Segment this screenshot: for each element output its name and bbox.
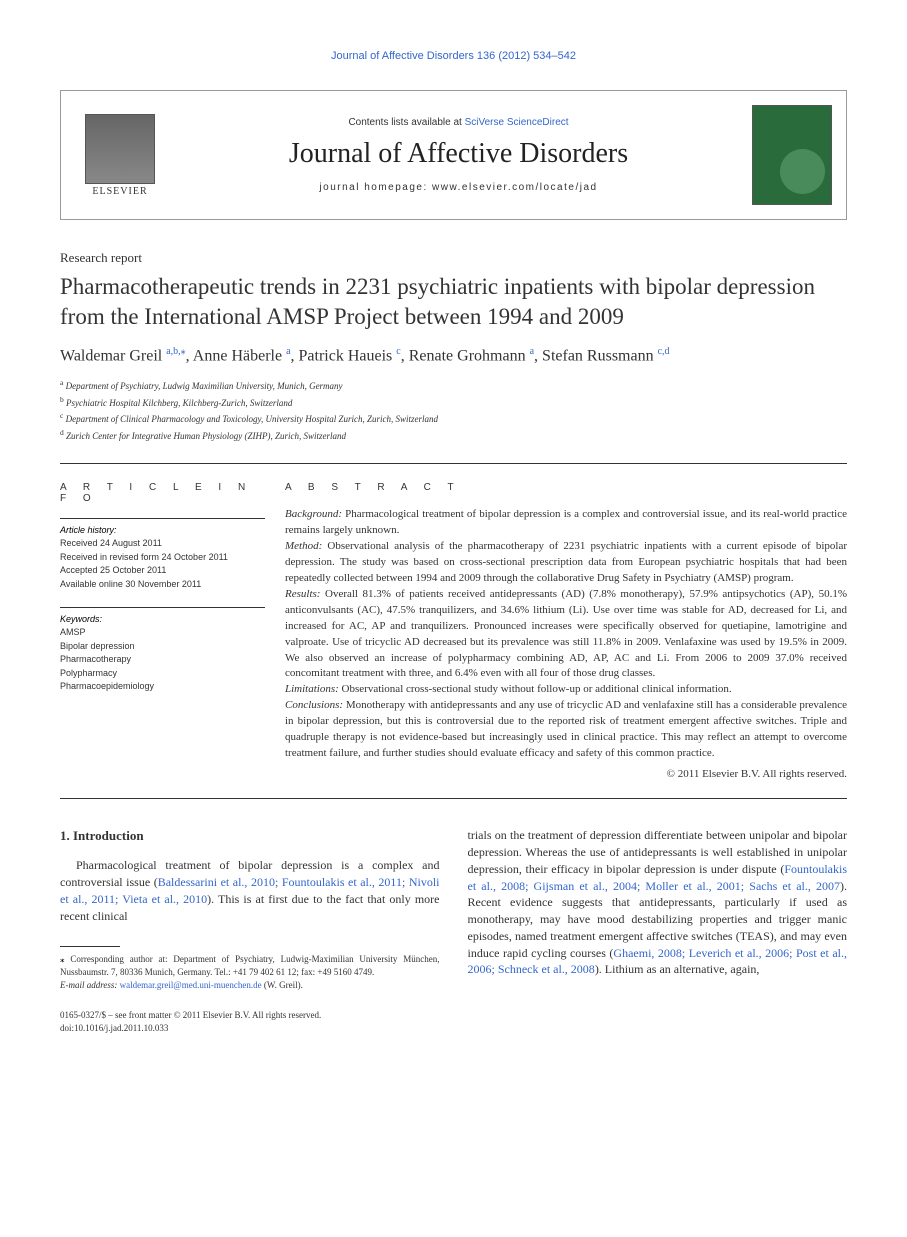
info-abstract-row: A R T I C L E I N F O Article history: R… (60, 463, 847, 799)
affiliation-list: a Department of Psychiatry, Ludwig Maxim… (60, 377, 847, 443)
contents-list-line: Contents lists available at SciVerse Sci… (165, 117, 752, 128)
sciencedirect-link[interactable]: SciVerse ScienceDirect (465, 117, 569, 128)
contents-prefix: Contents lists available at (348, 117, 464, 128)
abstract-text: Background: Pharmacological treatment of… (285, 507, 847, 762)
footnote-separator (60, 946, 120, 947)
keywords-label: Keywords: (60, 614, 265, 624)
abstract-heading: A B S T R A C T (285, 482, 847, 493)
body-paragraph: Pharmacological treatment of bipolar dep… (60, 857, 440, 924)
email-label: E-mail address: (60, 980, 117, 990)
footnote-text: Corresponding author at: Department of P… (60, 954, 440, 977)
page: Journal of Affective Disorders 136 (2012… (0, 0, 907, 1074)
journal-masthead: ELSEVIER Contents lists available at Sci… (60, 90, 847, 220)
journal-cover-thumbnail (752, 105, 832, 205)
article-info-heading: A R T I C L E I N F O (60, 482, 265, 504)
star-icon: ⁎ (60, 954, 70, 964)
section-heading-introduction: 1. Introduction (60, 827, 440, 845)
corresponding-author-footnote: ⁎ Corresponding author at: Department of… (60, 953, 440, 978)
history-label: Article history: (60, 525, 265, 535)
elsevier-tree-icon (85, 114, 155, 184)
masthead-center: Contents lists available at SciVerse Sci… (165, 117, 752, 193)
running-header: Journal of Affective Disorders 136 (2012… (60, 50, 847, 62)
keywords-text: AMSPBipolar depressionPharmacotherapyPol… (60, 626, 265, 694)
body-column-left: 1. Introduction Pharmacological treatmen… (60, 827, 440, 1034)
article-info-column: A R T I C L E I N F O Article history: R… (60, 482, 285, 780)
history-text: Received 24 August 2011Received in revis… (60, 537, 265, 591)
issn-line: 0165-0327/$ – see front matter © 2011 El… (60, 1009, 440, 1022)
email-footnote: E-mail address: waldemar.greil@med.uni-m… (60, 979, 440, 992)
elsevier-wordmark: ELSEVIER (92, 186, 147, 197)
doi-line: doi:10.1016/j.jad.2011.10.033 (60, 1022, 440, 1035)
email-link[interactable]: waldemar.greil@med.uni-muenchen.de (120, 980, 262, 990)
author-list: Waldemar Greil a,b,⁎, Anne Häberle a, Pa… (60, 346, 847, 365)
article-type: Research report (60, 250, 847, 266)
journal-name: Journal of Affective Disorders (165, 138, 752, 170)
elsevier-logo: ELSEVIER (75, 114, 165, 197)
body-two-columns: 1. Introduction Pharmacological treatmen… (60, 827, 847, 1034)
body-column-right: trials on the treatment of depression di… (468, 827, 848, 1034)
body-paragraph: trials on the treatment of depression di… (468, 827, 848, 978)
email-name: (W. Greil). (264, 980, 303, 990)
keywords-block: Keywords: AMSPBipolar depressionPharmaco… (60, 607, 265, 694)
body-text: ). Lithium as an alternative, again, (595, 962, 760, 976)
article-title: Pharmacotherapeutic trends in 2231 psych… (60, 272, 847, 332)
homepage-prefix: journal homepage: (319, 182, 432, 193)
journal-homepage: journal homepage: www.elsevier.com/locat… (165, 182, 752, 193)
page-footer: 0165-0327/$ – see front matter © 2011 El… (60, 1009, 440, 1034)
homepage-url: www.elsevier.com/locate/jad (432, 182, 598, 193)
abstract-column: A B S T R A C T Background: Pharmacologi… (285, 482, 847, 780)
abstract-copyright: © 2011 Elsevier B.V. All rights reserved… (285, 768, 847, 780)
article-history-block: Article history: Received 24 August 2011… (60, 518, 265, 591)
